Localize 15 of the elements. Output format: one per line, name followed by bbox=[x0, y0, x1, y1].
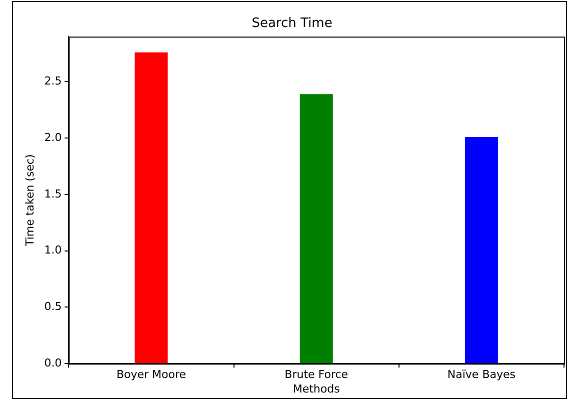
y-tick-label: 1.5 bbox=[44, 187, 62, 200]
bar bbox=[464, 136, 498, 364]
x-tick-label: Naïve Bayes bbox=[447, 368, 516, 382]
x-axis-title: Methods bbox=[292, 382, 340, 396]
y-tick-label: 2.5 bbox=[44, 74, 62, 88]
y-tick-label: 0.5 bbox=[44, 300, 62, 314]
y-tick-label: 1.0 bbox=[44, 244, 62, 257]
x-tick-label: Brute Force bbox=[284, 368, 348, 382]
y-axis-title: Time taken (sec) bbox=[23, 154, 36, 248]
y-tick-label: 0.0 bbox=[44, 356, 62, 370]
bar bbox=[300, 94, 333, 364]
bar bbox=[134, 52, 168, 364]
x-tick-label: Boyer Moore bbox=[116, 368, 186, 382]
chart-title: Search Time bbox=[252, 16, 332, 32]
y-tick-label: 2.0 bbox=[44, 130, 62, 144]
